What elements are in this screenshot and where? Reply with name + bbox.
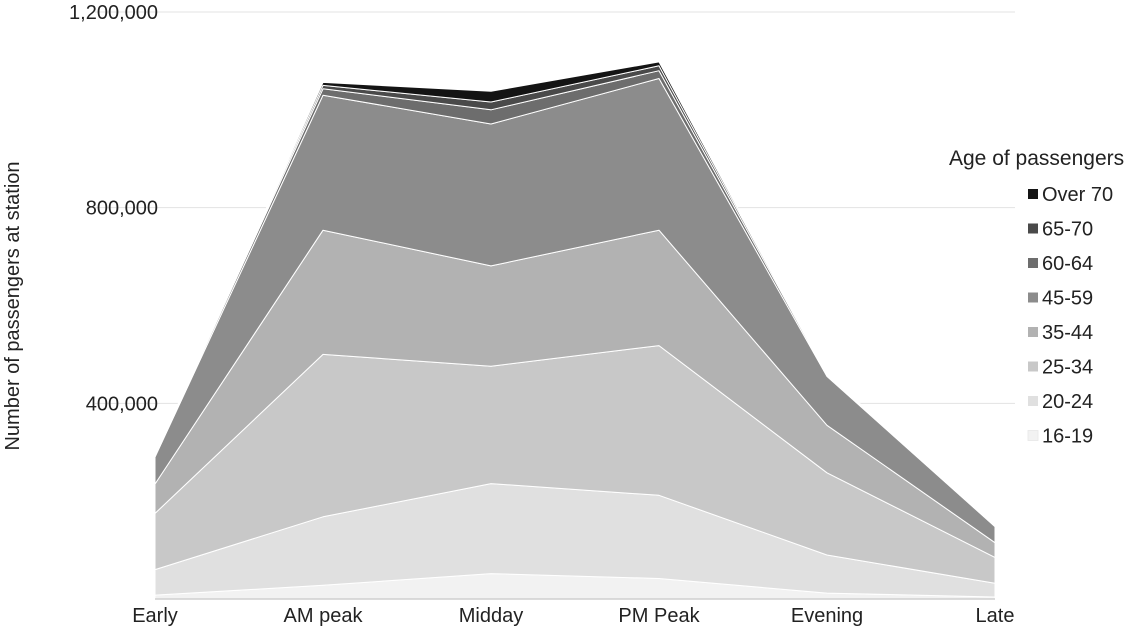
legend-label: 60-64 (1042, 253, 1093, 275)
legend-title: Age of passengers (949, 147, 1124, 170)
legend-label: 16-19 (1042, 426, 1093, 448)
x-axis-ticks: Early AM peak Midday PM Peak Evening Late (132, 605, 1014, 627)
x-tick-label-pm-peak: PM Peak (618, 605, 700, 627)
legend-label: 45-59 (1042, 288, 1093, 310)
x-tick-label-early: Early (132, 605, 178, 627)
legend: Age of passengers Over 70 65-70 60-64 45-59… (949, 147, 1124, 448)
legend-swatch (1028, 292, 1038, 303)
legend-item-45-59: 45-59 (1028, 288, 1093, 310)
legend-item-60-64: 60-64 (1028, 253, 1093, 275)
legend-item-16-19: 16-19 (1027, 426, 1093, 448)
y-axis-title: Number of passengers at station (2, 161, 24, 450)
legend-swatch (1028, 223, 1038, 234)
y-tick-label: 800,000 (86, 198, 158, 220)
x-tick-label-evening: Evening (791, 605, 863, 627)
legend-item-25-34: 25-34 (1028, 357, 1093, 379)
legend-label: 20-24 (1042, 391, 1093, 413)
legend-item-65-70: 65-70 (1028, 219, 1093, 241)
y-tick-label: 400,000 (86, 393, 158, 415)
x-tick-label-am-peak: AM peak (284, 605, 364, 627)
y-axis-ticks: 400,000 800,000 1,200,000 (69, 2, 158, 415)
legend-swatch (1028, 327, 1038, 337)
legend-label: Over 70 (1042, 184, 1113, 206)
area-series-over-70 (154, 61, 996, 527)
legend-item-20-24: 20-24 (1028, 391, 1093, 413)
legend-swatch (1028, 189, 1038, 199)
area-series-group (154, 61, 996, 600)
legend-item-35-44: 35-44 (1028, 322, 1093, 344)
x-tick-label-late: Late (976, 605, 1015, 627)
legend-swatch (1028, 396, 1038, 406)
legend-label: 25-34 (1042, 357, 1093, 379)
legend-swatch (1028, 361, 1038, 372)
legend-swatch (1028, 258, 1038, 268)
y-tick-label: 1,200,000 (69, 2, 158, 24)
legend-swatch (1027, 430, 1039, 441)
legend-label: 65-70 (1042, 219, 1093, 241)
legend-label: 35-44 (1042, 322, 1093, 344)
legend-item-over-70: Over 70 (1028, 184, 1113, 206)
x-tick-label-midday: Midday (459, 605, 523, 627)
